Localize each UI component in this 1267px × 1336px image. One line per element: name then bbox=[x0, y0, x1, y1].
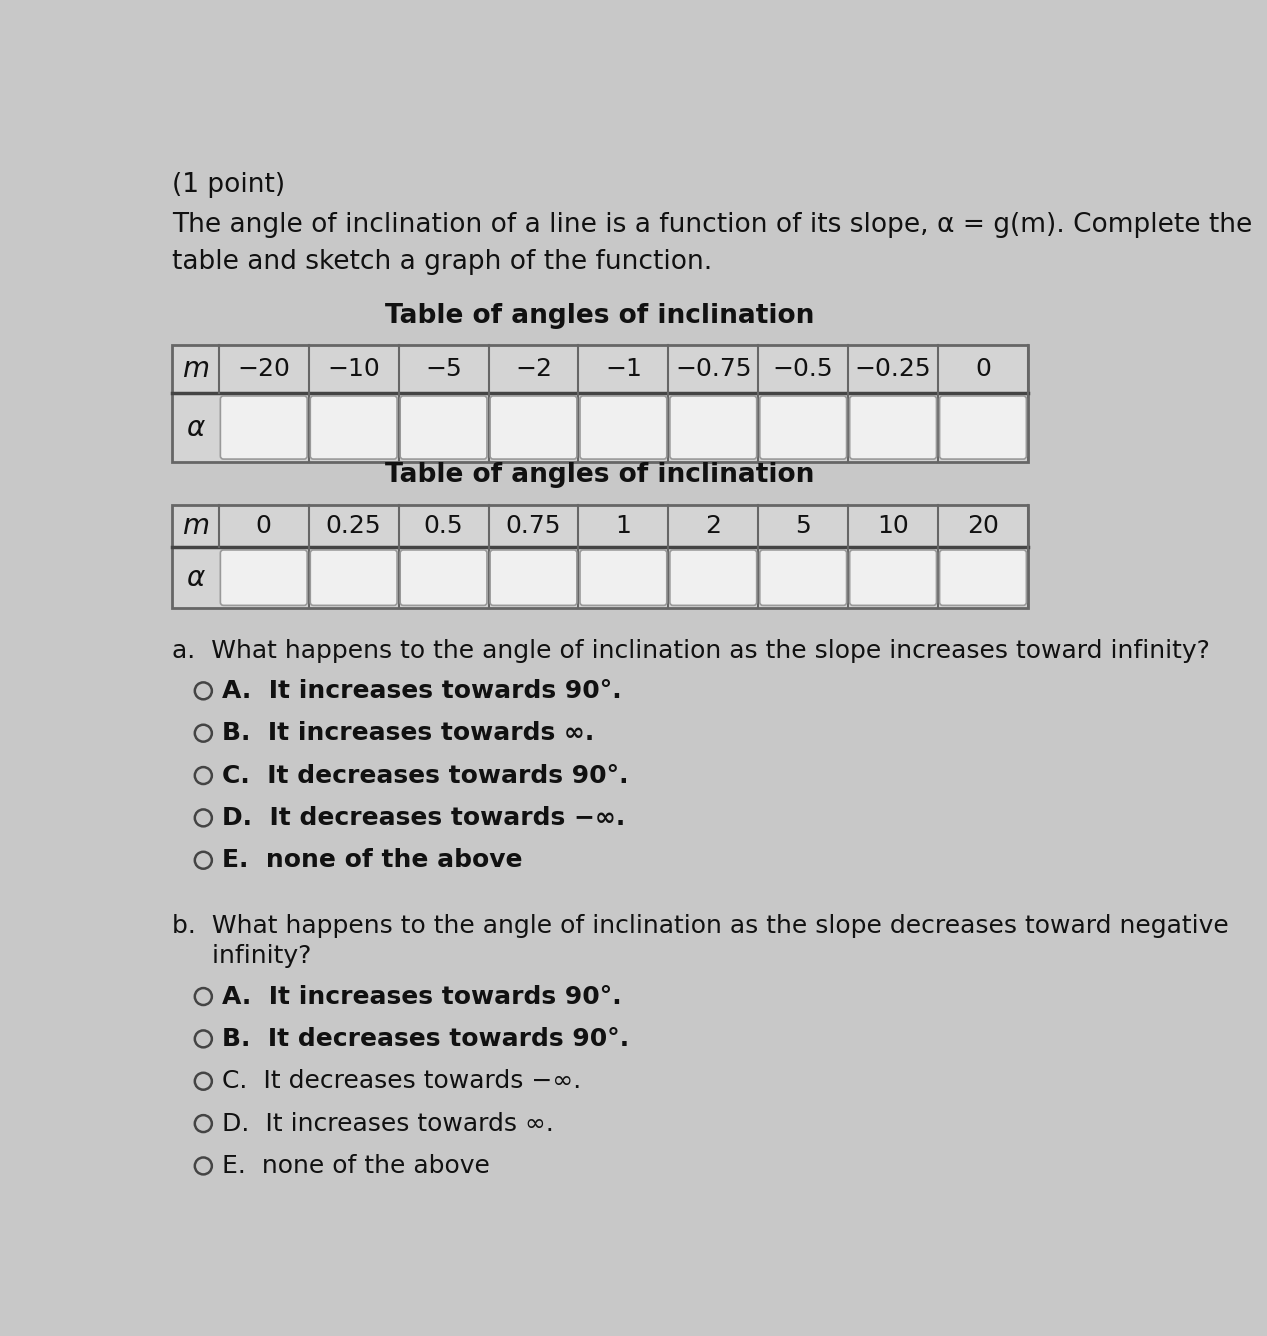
Text: m: m bbox=[182, 512, 209, 540]
FancyBboxPatch shape bbox=[400, 550, 487, 605]
Text: 5: 5 bbox=[796, 513, 811, 537]
FancyBboxPatch shape bbox=[670, 395, 756, 460]
FancyBboxPatch shape bbox=[850, 550, 936, 605]
FancyBboxPatch shape bbox=[490, 395, 576, 460]
FancyBboxPatch shape bbox=[490, 550, 576, 605]
Text: table and sketch a graph of the function.: table and sketch a graph of the function… bbox=[172, 248, 712, 275]
Bar bbox=[172, 505, 1028, 608]
Text: −0.75: −0.75 bbox=[675, 357, 751, 381]
FancyBboxPatch shape bbox=[670, 550, 756, 605]
Text: −10: −10 bbox=[327, 357, 380, 381]
Text: −1: −1 bbox=[604, 357, 642, 381]
Text: C.  It decreases towards −∞.: C. It decreases towards −∞. bbox=[222, 1069, 582, 1093]
Text: B.  It decreases towards 90°.: B. It decreases towards 90°. bbox=[222, 1027, 628, 1051]
FancyBboxPatch shape bbox=[760, 395, 846, 460]
Text: α: α bbox=[186, 564, 205, 592]
FancyBboxPatch shape bbox=[310, 395, 397, 460]
Text: A.  It increases towards 90°.: A. It increases towards 90°. bbox=[222, 679, 622, 703]
Text: D.  It increases towards ∞.: D. It increases towards ∞. bbox=[222, 1112, 554, 1136]
Text: 0.75: 0.75 bbox=[506, 513, 561, 537]
Text: B.  It increases towards ∞.: B. It increases towards ∞. bbox=[222, 721, 594, 745]
Text: −0.5: −0.5 bbox=[773, 357, 834, 381]
FancyBboxPatch shape bbox=[220, 550, 307, 605]
FancyBboxPatch shape bbox=[850, 395, 936, 460]
Text: −5: −5 bbox=[426, 357, 462, 381]
Text: A.  It increases towards 90°.: A. It increases towards 90°. bbox=[222, 985, 622, 1009]
FancyBboxPatch shape bbox=[940, 550, 1026, 605]
FancyBboxPatch shape bbox=[580, 550, 666, 605]
Text: 0: 0 bbox=[976, 357, 991, 381]
Text: Table of angles of inclination: Table of angles of inclination bbox=[385, 303, 815, 329]
Text: −0.25: −0.25 bbox=[855, 357, 931, 381]
Text: 0: 0 bbox=[256, 513, 271, 537]
Text: 0.25: 0.25 bbox=[326, 513, 381, 537]
FancyBboxPatch shape bbox=[940, 395, 1026, 460]
Text: 0.5: 0.5 bbox=[423, 513, 464, 537]
Bar bbox=[172, 345, 1028, 462]
Text: E.  none of the above: E. none of the above bbox=[222, 848, 522, 872]
Text: E.  none of the above: E. none of the above bbox=[222, 1154, 490, 1178]
Text: 1: 1 bbox=[616, 513, 631, 537]
Text: b.  What happens to the angle of inclination as the slope decreases toward negat: b. What happens to the angle of inclinat… bbox=[172, 914, 1229, 938]
Text: (1 point): (1 point) bbox=[172, 172, 285, 198]
Text: a.  What happens to the angle of inclination as the slope increases toward infin: a. What happens to the angle of inclinat… bbox=[172, 639, 1210, 663]
Text: α: α bbox=[186, 414, 205, 441]
Text: The angle of inclination of a line is a function of its slope, α = g(m). Complet: The angle of inclination of a line is a … bbox=[172, 212, 1253, 238]
Text: −2: −2 bbox=[514, 357, 552, 381]
Text: 20: 20 bbox=[967, 513, 998, 537]
FancyBboxPatch shape bbox=[400, 395, 487, 460]
Text: Table of angles of inclination: Table of angles of inclination bbox=[385, 462, 815, 488]
Text: C.  It decreases towards 90°.: C. It decreases towards 90°. bbox=[222, 764, 628, 787]
FancyBboxPatch shape bbox=[220, 395, 307, 460]
Text: infinity?: infinity? bbox=[172, 945, 312, 969]
Text: 2: 2 bbox=[706, 513, 721, 537]
FancyBboxPatch shape bbox=[310, 550, 397, 605]
Text: D.  It decreases towards −∞.: D. It decreases towards −∞. bbox=[222, 806, 625, 830]
FancyBboxPatch shape bbox=[760, 550, 846, 605]
Text: m: m bbox=[182, 355, 209, 383]
FancyBboxPatch shape bbox=[580, 395, 666, 460]
Text: 10: 10 bbox=[877, 513, 908, 537]
Text: −20: −20 bbox=[237, 357, 290, 381]
